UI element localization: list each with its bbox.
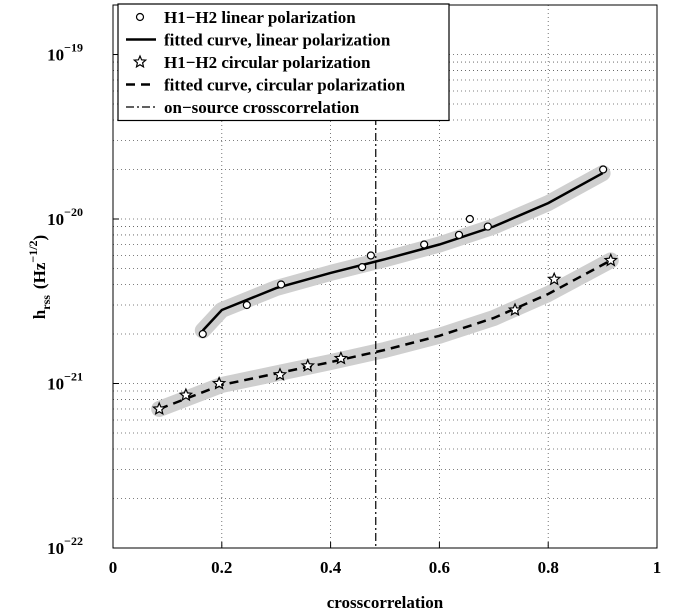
legend-label: fitted curve, linear polarization xyxy=(164,31,391,50)
marker xyxy=(366,251,375,260)
marker xyxy=(132,54,148,69)
y-label-sub: rss xyxy=(39,295,53,310)
x-tick-label: 1 xyxy=(653,558,662,577)
marker xyxy=(358,263,367,272)
marker xyxy=(276,280,286,289)
marker xyxy=(454,230,464,240)
y-tick-exponent: −21 xyxy=(64,370,83,384)
y-tick-label: 10−22 xyxy=(47,534,83,558)
legend-box xyxy=(117,3,450,122)
marker xyxy=(151,401,167,416)
y-tick-base: 10 xyxy=(47,46,64,65)
y-label-main: h xyxy=(30,309,49,319)
y-tick-base: 10 xyxy=(47,375,64,394)
x-tick-label: 0.4 xyxy=(320,558,342,577)
x-tick-label: 0.8 xyxy=(538,558,559,577)
y-tick-label: 10−21 xyxy=(47,370,83,394)
marker xyxy=(333,350,349,365)
marker xyxy=(272,367,288,381)
marker xyxy=(300,358,316,372)
legend-label: H1−H2 linear polarization xyxy=(164,8,356,27)
y-tick-label: 10−19 xyxy=(47,41,83,65)
legend-label: H1−H2 circular polarization xyxy=(164,53,371,72)
y-label-close: ) xyxy=(30,235,49,241)
marker xyxy=(135,12,145,22)
marker xyxy=(483,222,492,231)
y-axis-label: hrss (Hz−1/2) xyxy=(26,235,53,319)
y-tick-base: 10 xyxy=(47,539,64,558)
y-tick-exponent: −20 xyxy=(64,205,83,219)
marker xyxy=(599,165,608,174)
marker xyxy=(603,252,618,267)
marker xyxy=(547,271,562,286)
y-tick-exponent: −19 xyxy=(64,41,83,55)
fit-line xyxy=(158,259,612,411)
marker xyxy=(211,375,227,390)
y-tick-base: 10 xyxy=(47,210,64,229)
x-tick-label: 0.2 xyxy=(211,558,232,577)
y-tick-label: 10−20 xyxy=(47,205,83,229)
y-tick-exponent: −22 xyxy=(64,534,83,548)
x-tick-label: 0 xyxy=(109,558,118,577)
fit-line xyxy=(201,172,604,332)
y-label-unit: (Hz xyxy=(30,262,49,289)
marker xyxy=(420,240,429,249)
legend-label: fitted curve, circular polarization xyxy=(164,76,406,95)
marker xyxy=(242,300,251,310)
legend-label: on−source crosscorrelation xyxy=(164,98,360,117)
x-tick-label: 0.6 xyxy=(429,558,450,577)
y-label-sup: −1/2 xyxy=(26,240,40,262)
marker xyxy=(198,329,207,339)
marker xyxy=(178,387,194,402)
marker xyxy=(507,302,523,317)
x-axis-label: crosscorrelation xyxy=(327,593,444,612)
marker xyxy=(465,214,474,224)
